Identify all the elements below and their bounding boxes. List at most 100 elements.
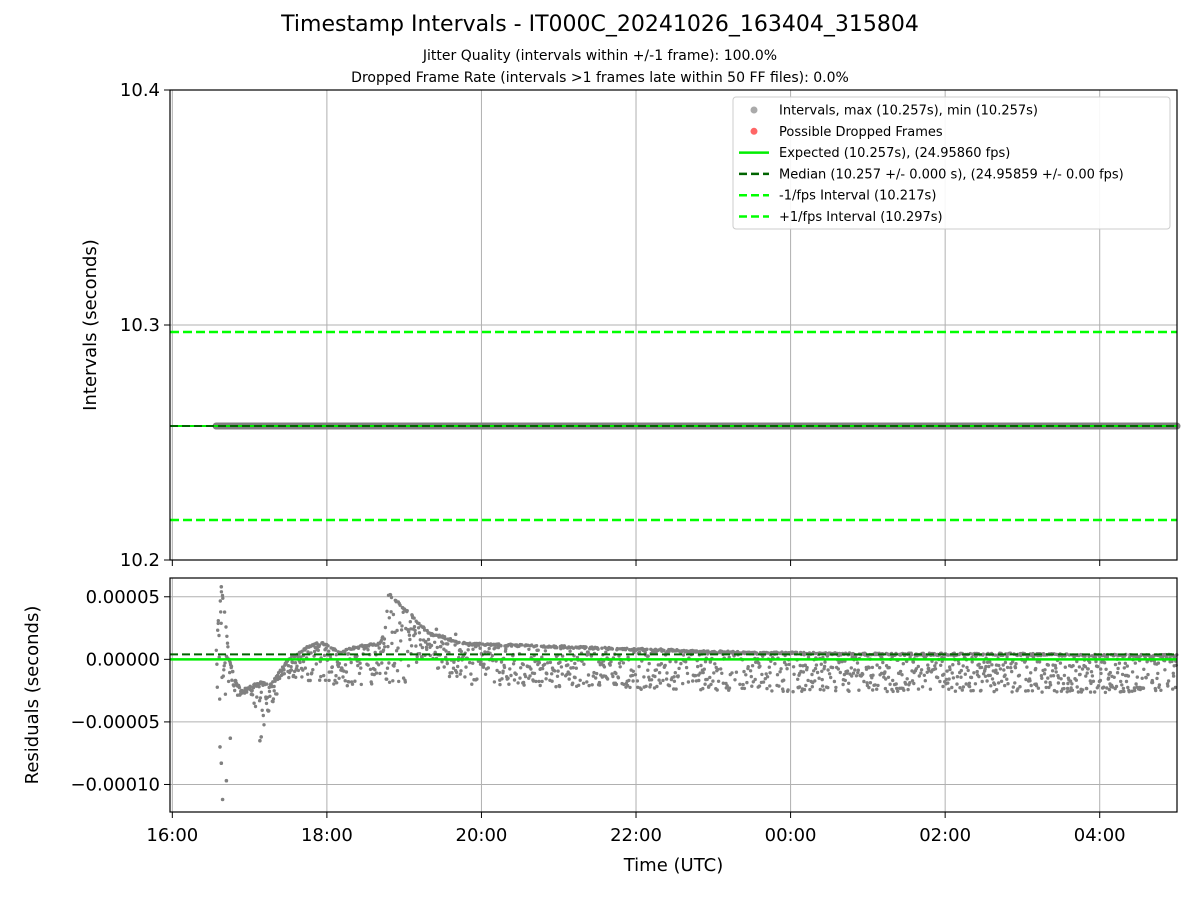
residual-point	[829, 675, 833, 680]
residual-outlier-8	[434, 627, 439, 632]
residual-point	[1029, 683, 1033, 688]
residual-point	[223, 661, 227, 665]
residual-point	[490, 653, 494, 658]
residual-point	[366, 663, 370, 667]
residual-point	[1075, 685, 1079, 689]
residual-point	[219, 621, 223, 625]
residual-point	[836, 667, 840, 671]
residual-point	[742, 669, 746, 674]
residual-point	[744, 673, 748, 677]
residual-point	[1044, 680, 1048, 684]
residual-point	[1011, 685, 1015, 689]
residual-point	[498, 682, 502, 687]
residual-point	[385, 609, 389, 613]
residual-point	[960, 688, 964, 692]
residual-point	[520, 643, 524, 647]
residual-point	[582, 662, 586, 666]
residual-point	[264, 701, 269, 706]
residual-point	[934, 661, 938, 665]
residual-point	[984, 664, 988, 669]
residual-point	[271, 697, 276, 701]
residual-point	[323, 678, 328, 682]
residual-point	[262, 723, 266, 727]
residual-point	[1005, 665, 1010, 670]
residual-point	[985, 679, 989, 683]
residual-point	[1110, 685, 1115, 689]
residual-point	[487, 646, 491, 651]
residual-point	[751, 680, 755, 684]
residual-point	[672, 687, 676, 691]
residual-point	[408, 620, 412, 624]
residual-point	[815, 670, 820, 675]
residual-point	[674, 687, 678, 691]
residual-point	[1003, 660, 1008, 665]
residual-point	[608, 663, 612, 667]
residual-point	[646, 668, 650, 672]
residual-point	[992, 689, 996, 694]
residual-point	[401, 610, 405, 614]
residual-point	[1142, 667, 1146, 671]
residual-point	[942, 672, 946, 676]
residual-point	[456, 664, 460, 669]
residual-point	[354, 645, 358, 650]
residual-point	[1068, 679, 1073, 683]
residual-point	[840, 659, 844, 664]
residual-point	[1054, 670, 1058, 674]
residual-point	[818, 687, 822, 692]
residual-point	[597, 660, 601, 664]
residual-point	[797, 685, 802, 689]
residual-point	[1034, 666, 1038, 671]
residual-point	[826, 685, 830, 690]
residual-point	[219, 590, 224, 594]
residual-point	[295, 664, 299, 668]
residual-point	[293, 654, 297, 659]
residual-point	[222, 664, 226, 668]
residual-point	[1029, 671, 1033, 675]
residual-point	[272, 684, 276, 689]
residual-point	[746, 665, 750, 669]
residual-point	[980, 679, 984, 684]
residual-point	[958, 686, 962, 690]
residual-point	[483, 650, 487, 654]
residual-point	[610, 647, 615, 651]
residual-point	[702, 667, 706, 671]
residual-point	[900, 673, 904, 677]
residual-point	[621, 661, 626, 665]
residual-point	[1085, 686, 1089, 691]
residual-outlier-1	[218, 745, 222, 749]
residual-point	[383, 645, 387, 649]
residual-point	[1146, 672, 1150, 677]
residual-point	[466, 648, 470, 652]
residual-point	[459, 649, 463, 654]
residual-point	[1059, 677, 1063, 681]
residual-point	[531, 679, 536, 683]
residual-point	[409, 627, 413, 631]
residual-point	[1119, 679, 1123, 684]
residual-point	[384, 671, 388, 675]
residual-point	[959, 668, 963, 673]
residual-point	[337, 676, 341, 680]
residual-point	[901, 662, 905, 666]
residual-point	[277, 676, 282, 681]
residual-point	[578, 678, 582, 682]
residual-point	[703, 660, 708, 664]
residual-point	[796, 677, 800, 681]
residual-point	[521, 662, 525, 667]
residual-point	[961, 685, 966, 689]
residual-point	[871, 673, 875, 677]
residual-point	[451, 666, 456, 670]
residual-point	[217, 633, 221, 638]
residual-point	[763, 677, 767, 681]
top-ylabel: Intervals (seconds)	[80, 239, 101, 411]
residual-point	[356, 646, 361, 650]
residual-point	[1083, 665, 1088, 669]
residual-point	[758, 664, 762, 668]
residual-point	[939, 663, 943, 667]
residual-point	[749, 674, 753, 679]
residual-point	[950, 671, 954, 675]
residual-point	[425, 647, 429, 652]
residual-point	[1105, 686, 1109, 690]
residual-point	[605, 677, 610, 681]
residual-point	[1076, 690, 1081, 694]
residual-point	[345, 647, 349, 652]
